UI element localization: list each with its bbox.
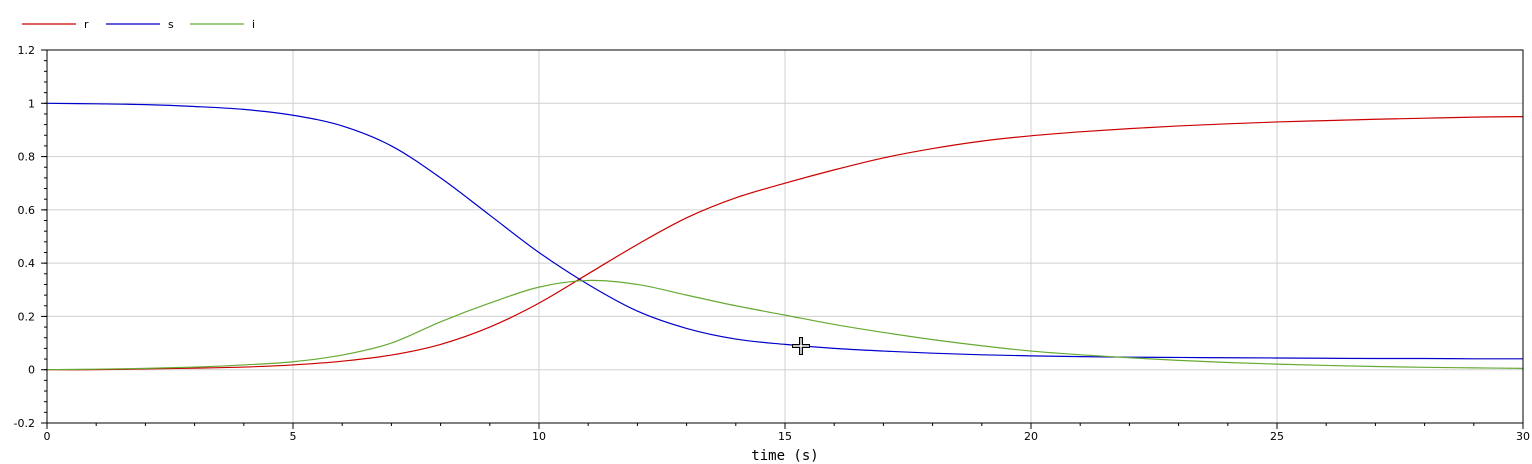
legend-label-r: r [84, 18, 89, 31]
series-lines [46, 102, 1524, 371]
y-tick-label: 0.4 [18, 257, 36, 270]
x-tick-label: 25 [1270, 430, 1284, 443]
y-tick-label: 0.8 [18, 151, 36, 164]
legend-label-s: s [168, 18, 174, 31]
y-axis-ticks: -0.2 0 0.2 0.4 0.6 0.8 1 1.2 [14, 44, 47, 430]
grid-lines [46, 49, 1524, 424]
x-tick-label: 5 [290, 430, 297, 443]
x-axis-title: time (s) [751, 448, 818, 464]
y-tick-label: 0.2 [18, 310, 36, 323]
legend-label-i: i [252, 18, 255, 31]
crosshair-cursor-icon [792, 337, 810, 355]
y-tick-label: 1 [28, 97, 35, 110]
y-tick-label: 1.2 [18, 44, 36, 57]
series-line-r [46, 116, 1524, 371]
x-axis-ticks: 0 5 10 15 20 25 30 [44, 423, 1530, 443]
plot-frame [46, 49, 1524, 424]
x-tick-label: 30 [1516, 430, 1530, 443]
series-line-s [46, 102, 1524, 360]
x-tick-label: 10 [532, 430, 546, 443]
y-tick-label: 0.6 [18, 204, 36, 217]
x-tick-label: 0 [44, 430, 51, 443]
x-tick-label: 15 [778, 430, 792, 443]
series-line-i [46, 279, 1524, 371]
x-tick-label: 20 [1024, 430, 1038, 443]
y-tick-label: 0 [28, 364, 35, 377]
y-tick-label: -0.2 [14, 417, 35, 430]
